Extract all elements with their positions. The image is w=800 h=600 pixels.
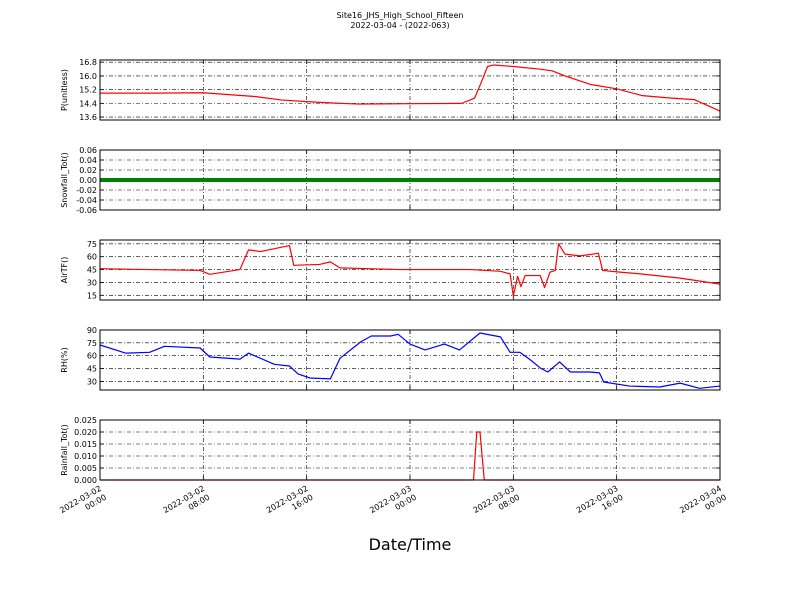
y-tick-label: -0.02 bbox=[76, 186, 97, 195]
y-tick-label: 45 bbox=[87, 266, 97, 275]
y-tick-label: 30 bbox=[87, 377, 97, 386]
plot-frame bbox=[99, 329, 721, 391]
y-axis-label: P(unitless) bbox=[60, 69, 69, 111]
y-tick-label: 16.8 bbox=[79, 58, 97, 67]
plot-frame bbox=[99, 59, 721, 121]
y-tick-label: 15.2 bbox=[79, 86, 97, 95]
y-tick-label: 75 bbox=[87, 339, 97, 348]
data-line bbox=[99, 332, 721, 389]
y-tick-label: 60 bbox=[87, 352, 97, 361]
y-tick-label: 0.04 bbox=[79, 156, 97, 165]
y-tick-label: 14.4 bbox=[79, 99, 97, 108]
y-tick-label: 0.00 bbox=[79, 176, 97, 185]
y-tick-label: 16.0 bbox=[79, 72, 97, 81]
y-tick-label: -0.06 bbox=[76, 206, 97, 215]
y-tick-label: 0.015 bbox=[74, 440, 97, 449]
y-tick-label: 30 bbox=[87, 278, 97, 287]
y-axis-label: Snowfall_Tot() bbox=[60, 152, 69, 208]
y-tick-label: 15 bbox=[87, 291, 97, 300]
data-line bbox=[100, 64, 721, 112]
y-tick-label: 90 bbox=[87, 326, 97, 335]
x-axis-label: Date/Time bbox=[369, 535, 452, 554]
y-tick-label: 45 bbox=[87, 365, 97, 374]
y-tick-label: 0.000 bbox=[74, 476, 97, 485]
y-tick-label: 60 bbox=[87, 253, 97, 262]
y-tick-label: 0.010 bbox=[74, 452, 97, 461]
y-tick-label: 0.025 bbox=[74, 416, 97, 425]
y-axis-label: Rainfall_Tot() bbox=[60, 424, 69, 476]
y-tick-label: 0.02 bbox=[79, 166, 97, 175]
y-tick-label: 0.005 bbox=[74, 464, 97, 473]
y-axis-label: RH(%) bbox=[60, 347, 69, 372]
plot-frame bbox=[99, 239, 721, 301]
y-tick-label: 75 bbox=[87, 240, 97, 249]
chart-title: Site16_JHS_High_School_Fifteen bbox=[337, 11, 464, 20]
y-axis-label: AirTF() bbox=[60, 257, 69, 284]
data-line bbox=[99, 243, 721, 297]
y-tick-label: -0.04 bbox=[76, 196, 97, 205]
chart-subtitle: 2022-03-04 - (2022-063) bbox=[350, 21, 449, 30]
plot-frame bbox=[99, 149, 721, 211]
y-tick-label: 0.020 bbox=[74, 428, 97, 437]
y-tick-label: 0.06 bbox=[79, 146, 97, 155]
y-tick-label: 13.6 bbox=[79, 113, 97, 122]
plot-frame bbox=[99, 419, 721, 481]
